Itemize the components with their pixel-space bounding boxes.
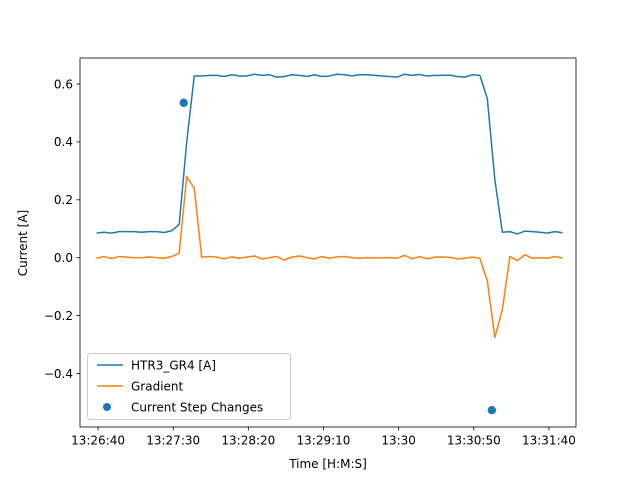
y-tick-label: −0.4 [44, 367, 73, 381]
x-axis-label: Time [H:M:S] [288, 457, 367, 471]
y-axis-label: Current [A] [16, 210, 30, 276]
x-tick-label: 13:26:40 [71, 434, 125, 448]
scatter-point [179, 98, 188, 108]
legend: HTR3_GR4 [A] Gradient Current Step Chang… [87, 353, 291, 420]
y-tick-label: 0.0 [54, 251, 73, 265]
legend-label-current-step-changes: Current Step Changes [131, 401, 263, 415]
y-tick-label: 0.4 [54, 135, 73, 149]
x-tick-label: 13:29:10 [297, 434, 351, 448]
x-tick-label: 13:31:40 [522, 434, 576, 448]
x-tick-label: 13:27:30 [146, 434, 200, 448]
legend-label-htr3-gr4: HTR3_GR4 [A] [131, 359, 216, 373]
scatter-point [487, 406, 497, 415]
y-tick-label: −0.2 [44, 309, 73, 323]
legend-swatch-current-step-changes [103, 403, 111, 411]
axes: 13:26:40 13:27:30 13:28:20 13:29:10 13:30 13:… [44, 57, 577, 448]
legend-label-gradient: Gradient [131, 380, 184, 394]
plot-area [96, 73, 563, 415]
series-line-htr3-gr4 [96, 73, 563, 235]
y-tick-label: 0.2 [54, 193, 73, 207]
legend-box [87, 353, 291, 420]
y-tick-label: 0.6 [54, 77, 73, 91]
axes-frame [79, 57, 577, 428]
x-tick-label: 13:28:20 [221, 434, 275, 448]
series-line-gradient [96, 175, 563, 339]
x-tick-label: 13:30:50 [447, 434, 501, 448]
x-tick-label: 13:30 [381, 434, 416, 448]
